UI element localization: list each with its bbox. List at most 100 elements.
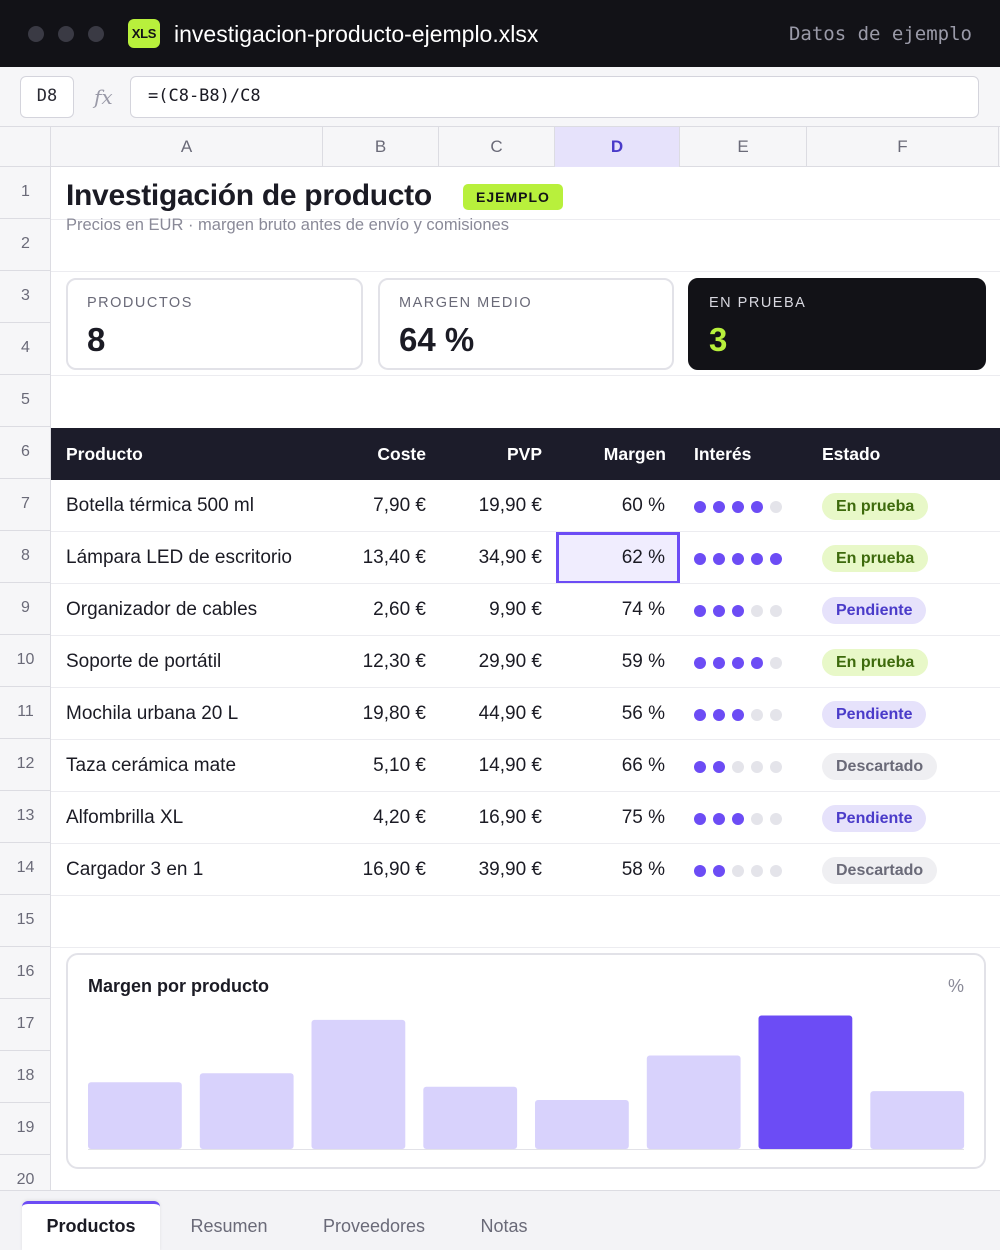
cell-margin[interactable]: 62 % [621,547,665,568]
row-header[interactable]: 20 [0,1155,50,1190]
cell-margin[interactable]: 66 % [621,755,665,776]
table-row[interactable]: Botella térmica 500 ml 7,90 € 19,90 € 60 % E… [51,480,1000,532]
cell-product[interactable]: Lámpara LED de escritorio [66,547,292,568]
header-product[interactable]: Producto [66,444,143,464]
cell-reference-box[interactable]: D8 [20,76,74,118]
chart-bar[interactable] [88,1082,182,1149]
window-minimize-button[interactable] [58,26,74,42]
cell-margin[interactable]: 56 % [621,703,665,724]
chart-bar[interactable] [646,1055,741,1150]
row-header[interactable]: 14 [0,843,50,895]
interest-dot-icon [770,657,782,669]
row-header[interactable]: 6 [0,427,50,479]
row-number: 5 [21,391,30,408]
column-header-a[interactable]: A [51,127,323,167]
cell-product[interactable]: Taza cerámica mate [66,755,237,776]
row-header[interactable]: 11 [0,687,50,739]
row-header[interactable]: 13 [0,791,50,843]
row-header[interactable]: 10 [0,635,50,687]
interest-dot-icon [694,657,706,669]
table-row[interactable]: Taza cerámica mate 5,10 € 14,90 € 66 % Desca… [51,740,1000,792]
column-header-e[interactable]: E [680,127,807,167]
column-header-f[interactable]: F [807,127,999,167]
row-header[interactable]: 2 [0,219,50,271]
chart-bar[interactable] [199,1073,294,1149]
row-header[interactable]: 15 [0,895,50,947]
interest-dot-icon [732,865,744,877]
chart-bar[interactable] [758,1015,853,1150]
header-margin[interactable]: Margen [603,444,666,464]
chart-bar[interactable] [423,1086,518,1149]
tab-proveedores[interactable]: Proveedores [322,1216,426,1236]
cell-product[interactable]: Mochila urbana 20 L [66,703,239,724]
interest-dot-icon [694,813,706,825]
cell-price[interactable]: 14,90 € [478,755,542,776]
header-interest[interactable]: Interés [694,444,752,464]
row-header[interactable]: 9 [0,583,50,635]
cell-cost[interactable]: 19,80 € [362,703,426,724]
chart-bar[interactable] [535,1100,629,1149]
window-close-button[interactable] [28,26,44,42]
table-row[interactable]: Alfombrilla XL 4,20 € 16,90 € 75 % Pendiente [51,792,1000,844]
cell-price[interactable]: 9,90 € [489,599,542,620]
cell-price[interactable]: 19,90 € [478,495,542,516]
cell-cost[interactable]: 4,20 € [373,807,426,828]
tab-resumen[interactable]: Resumen [190,1216,268,1236]
cell-margin[interactable]: 58 % [621,859,665,880]
table-row[interactable]: Cargador 3 en 1 16,90 € 39,90 € 58 % Descart… [51,844,1000,896]
cell-cost[interactable]: 7,90 € [373,495,426,516]
cell-cost[interactable]: 2,60 € [373,599,426,620]
chart-bar[interactable] [870,1091,965,1149]
interest-dot-icon [713,501,725,513]
cell-cost[interactable]: 5,10 € [373,755,426,776]
cell-price[interactable]: 39,90 € [478,859,542,880]
row-header[interactable]: 1 [0,167,50,219]
cell-product[interactable]: Cargador 3 en 1 [66,859,204,880]
column-header-c[interactable]: C [439,127,555,167]
row-header[interactable]: 19 [0,1103,50,1155]
row-header[interactable]: 3 [0,271,50,323]
row-header[interactable]: 8 [0,531,50,583]
row-header[interactable]: 18 [0,1051,50,1103]
cell-product[interactable]: Soporte de portátil [66,651,222,672]
tab-productos[interactable]: Productos [22,1201,160,1250]
cell-margin[interactable]: 59 % [621,651,665,672]
cell-product[interactable]: Alfombrilla XL [66,807,184,828]
cell-margin[interactable]: 60 % [621,495,665,516]
cell-price[interactable]: 34,90 € [478,547,542,568]
select-all-corner[interactable] [0,127,51,167]
cell-margin[interactable]: 74 % [621,599,665,620]
table-row[interactable]: Organizador de cables 2,60 € 9,90 € 74 % Pen… [51,584,1000,636]
file-name: investigacion-producto-ejemplo.xlsx [174,21,539,47]
interest-dot-icon [713,605,725,617]
table-row[interactable]: Mochila urbana 20 L 19,80 € 44,90 € 56 % Pen… [51,688,1000,740]
table-row[interactable]: Soporte de portátil 12,30 € 29,90 € 59 % En … [51,636,1000,688]
cell-price[interactable]: 16,90 € [478,807,542,828]
cell-margin[interactable]: 75 % [621,807,665,828]
header-status[interactable]: Estado [822,444,881,464]
cell-product[interactable]: Organizador de cables [66,599,258,620]
row-header[interactable]: 17 [0,999,50,1051]
chart-bar[interactable] [311,1019,406,1149]
cell-price[interactable]: 29,90 € [478,651,542,672]
formula-input[interactable]: =(C8-B8)/C8 [130,76,979,118]
header-price[interactable]: PVP [506,444,542,464]
row-header[interactable]: 12 [0,739,50,791]
cell-cost[interactable]: 12,30 € [362,651,426,672]
cell-price[interactable]: 44,90 € [478,703,542,724]
selected-cell-d8[interactable] [556,532,680,584]
window-maximize-button[interactable] [88,26,104,42]
row-number: 10 [16,651,35,668]
row-header[interactable]: 4 [0,323,50,375]
table-row[interactable]: Lámpara LED de escritorio 13,40 € 34,90 € 6… [51,532,1000,584]
column-header-d[interactable]: D [555,127,680,167]
row-header[interactable]: 5 [0,375,50,427]
header-cost[interactable]: Coste [377,444,426,464]
cell-product[interactable]: Botella térmica 500 ml [66,495,254,516]
cell-cost[interactable]: 16,90 € [362,859,426,880]
row-header[interactable]: 7 [0,479,50,531]
column-header-b[interactable]: B [323,127,439,167]
row-header[interactable]: 16 [0,947,50,999]
cell-cost[interactable]: 13,40 € [362,547,426,568]
tab-notas[interactable]: Notas [480,1216,528,1236]
